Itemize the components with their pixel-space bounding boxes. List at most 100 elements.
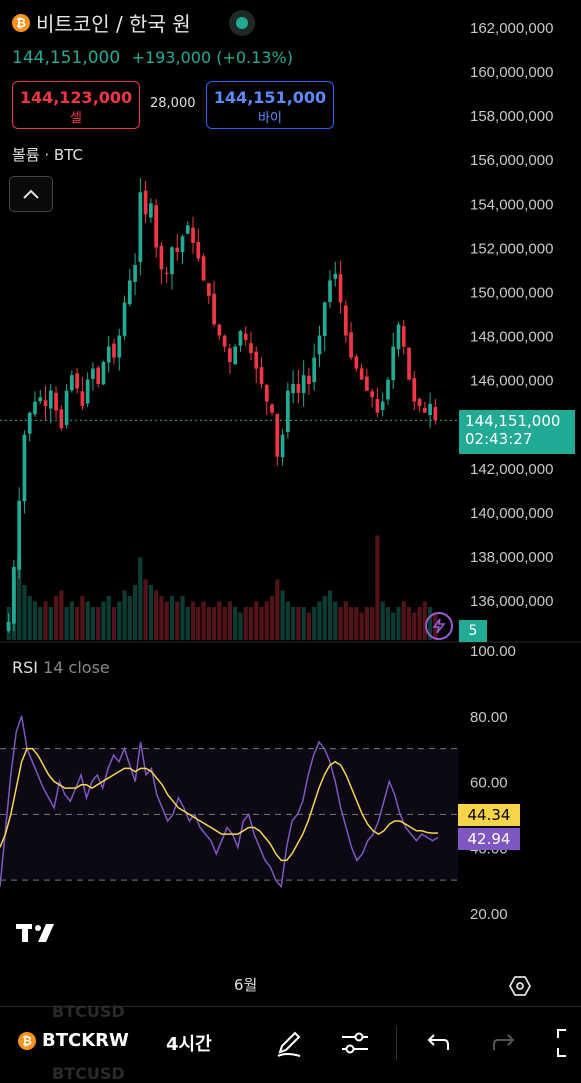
candle-body [286, 390, 290, 433]
volume-bar [285, 601, 290, 640]
candle-body [75, 373, 79, 389]
volume-bar [180, 596, 185, 640]
buy-button[interactable]: 144,151,000 바이 [206, 81, 334, 129]
candle-body [122, 302, 127, 336]
symbol-selector[interactable]: ₿ BTCKRW [18, 1030, 129, 1051]
candle-body [106, 346, 111, 363]
volume-bar [412, 612, 417, 640]
volume-bar [254, 601, 259, 640]
volume-bar [48, 607, 53, 640]
volume-bar [385, 607, 391, 640]
candle-body [133, 265, 137, 282]
candle-body [80, 391, 85, 407]
candle-body [38, 397, 43, 402]
spread-value: 28,000 [150, 96, 196, 111]
volume-bar [154, 590, 159, 640]
volume-bar [380, 601, 385, 640]
rsi-params: 14 close [43, 658, 110, 677]
candle-body [206, 283, 211, 296]
candle-body [91, 368, 95, 379]
hexagon-settings-icon [508, 976, 532, 996]
candle-body [143, 190, 148, 215]
candle-body [428, 403, 432, 416]
volume-bar [354, 607, 359, 640]
price-axis: 162,000,000 160,000,000 158,000,000 156,000… [470, 20, 553, 610]
volume-bar [375, 535, 380, 640]
fullscreen-icon[interactable] [554, 1026, 581, 1060]
chart-title[interactable]: ₿ 비트코인 / 한국 원 [12, 8, 191, 37]
volume-bar [275, 579, 280, 640]
candle-body [291, 384, 295, 394]
candle-body [64, 390, 69, 425]
price-tick-label: 140,000,000 [470, 505, 553, 522]
candle-body [391, 346, 396, 381]
last-price-value: 144,151,000 [465, 412, 561, 430]
volume-bar [206, 607, 211, 640]
candle-body [222, 335, 227, 347]
candle-body [138, 192, 143, 262]
volume-bar [364, 607, 369, 640]
volume-bar [248, 607, 254, 640]
volume-bar [312, 607, 317, 640]
candle-body [17, 500, 22, 570]
volume-bar [296, 607, 301, 640]
candle-body [238, 331, 243, 346]
volume-bar [122, 590, 127, 640]
price-tick-label: 150,000,000 [470, 284, 553, 301]
volume-indicator-label[interactable]: 볼륨 · BTC [12, 146, 83, 164]
volume-bar [406, 607, 412, 640]
timeframe-selector[interactable]: 4시간 [166, 1034, 212, 1055]
indicator-settings-icon[interactable] [338, 1026, 372, 1060]
volume-bar [238, 612, 243, 640]
candle-body [307, 375, 311, 385]
redo-icon[interactable] [488, 1026, 522, 1060]
volume-bar [227, 601, 233, 640]
volume-bar [90, 607, 96, 640]
volume-bar [69, 601, 74, 640]
rsi-band-fill [0, 748, 458, 881]
candle-body [12, 566, 16, 624]
volume-bar [132, 585, 138, 640]
volume-bar [327, 590, 333, 640]
volume-bar [370, 607, 375, 640]
candle-body [264, 384, 269, 402]
sell-button[interactable]: 144,123,000 셀 [12, 81, 140, 129]
market-status-icon[interactable] [229, 10, 255, 36]
bitcoin-icon: ₿ [12, 13, 30, 32]
last-price-tag: 144,151,000 02:43:27 [459, 410, 575, 454]
candle-body [201, 256, 206, 281]
candle-body [380, 401, 385, 410]
candle-body [112, 343, 116, 358]
candle-body [180, 236, 185, 252]
candle-body [312, 357, 317, 383]
candle-body [170, 247, 174, 275]
candle-body [317, 335, 322, 355]
candle-body [401, 326, 406, 347]
volume-bar [222, 607, 227, 640]
buy-label: 바이 [258, 111, 282, 126]
candle-body [154, 205, 158, 248]
indicator-alert-button[interactable] [425, 612, 453, 640]
volume-bar [85, 601, 90, 640]
candle-body [228, 348, 232, 362]
candle-body [254, 351, 259, 369]
lightning-icon [432, 618, 446, 634]
candle-body [417, 399, 422, 407]
undo-icon[interactable] [420, 1026, 454, 1060]
volume-bar [264, 601, 269, 640]
volume-bar [196, 607, 201, 640]
ghost-symbol-top: BTCUSD [52, 1002, 125, 1021]
volume-bar [259, 607, 264, 640]
rsi-legend[interactable]: RSI 14 close [12, 658, 110, 677]
chart-settings-button[interactable] [508, 974, 532, 1002]
candle-body [27, 412, 32, 434]
volume-bar [143, 579, 148, 640]
draw-pen-icon[interactable] [272, 1026, 306, 1060]
candle-body [386, 379, 390, 400]
collapse-legend-button[interactable] [9, 176, 53, 212]
chevron-up-icon [23, 189, 39, 199]
candles [6, 177, 438, 633]
volume-bar [348, 607, 354, 640]
